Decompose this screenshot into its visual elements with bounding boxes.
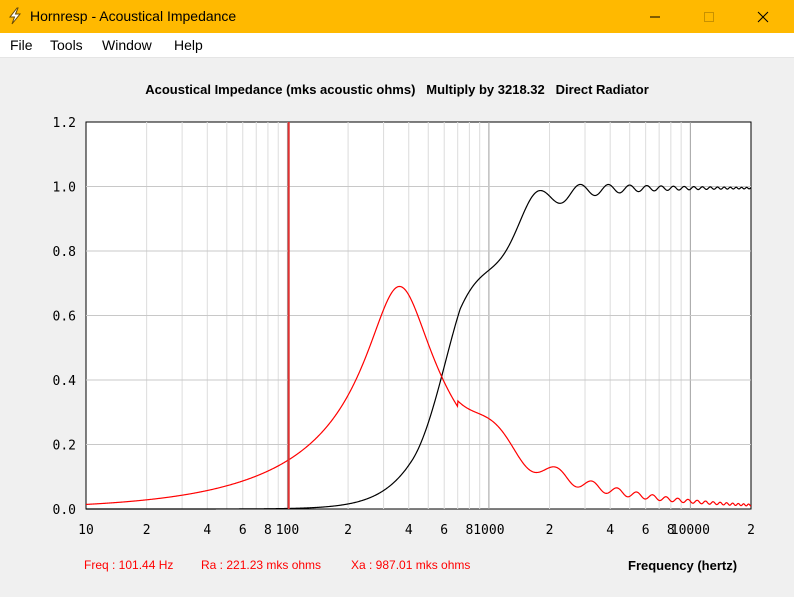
x-tick-label: 10 [78, 523, 94, 538]
y-tick-label: 0.2 [53, 439, 76, 454]
x-tick-label: 100 [276, 523, 299, 538]
readout-xa: Xa : 987.01 mks ohms [351, 558, 471, 572]
close-button[interactable] [740, 0, 786, 33]
y-tick-label: 1.0 [53, 181, 76, 196]
close-icon [757, 11, 769, 22]
readout-freq: Freq : 101.44 Hz [84, 558, 174, 572]
x-tick-label: 2 [143, 523, 151, 538]
x-tick-label: 2 [344, 523, 352, 538]
menu-window[interactable]: Window [102, 37, 152, 53]
x-tick-label: 8 [667, 523, 675, 538]
x-tick-label: 6 [239, 523, 247, 538]
grid-lines [86, 122, 751, 509]
readout-ra: Ra : 221.23 mks ohms [201, 558, 322, 572]
menu-bar: File Tools Window Help [0, 33, 794, 58]
chart-title: Acoustical Impedance (mks acoustic ohms)… [145, 82, 649, 97]
resistance-curve [85, 285, 752, 507]
x-axis-label: Frequency (hertz) [628, 558, 738, 573]
y-tick-label: 0.4 [53, 374, 77, 389]
y-tick-label: 1.2 [53, 116, 76, 131]
y-tick-label: 0.0 [53, 503, 76, 518]
maximize-button[interactable] [686, 0, 732, 33]
y-tick-label: 0.6 [53, 310, 76, 325]
y-tick-labels: 0.0 0.2 0.4 0.6 0.8 1.0 1.2 [53, 116, 77, 518]
x-tick-label: 6 [642, 523, 650, 538]
x-tick-label: 8 [465, 523, 473, 538]
menu-file[interactable]: File [10, 37, 33, 53]
reactance-curve [86, 183, 752, 510]
x-tick-label: 8 [264, 523, 272, 538]
minimize-button[interactable] [632, 0, 678, 33]
window-title: Hornresp - Acoustical Impedance [30, 8, 237, 24]
menu-help[interactable]: Help [174, 37, 203, 53]
x-tick-label: 4 [405, 523, 413, 538]
minimize-icon [650, 16, 660, 17]
menu-tools[interactable]: Tools [50, 37, 83, 53]
title-bar: Hornresp - Acoustical Impedance [0, 0, 794, 33]
y-tick-label: 0.8 [53, 245, 76, 260]
x-tick-label: 4 [203, 523, 211, 538]
x-tick-label: 10000 [671, 523, 710, 538]
x-tick-label: 6 [440, 523, 448, 538]
x-tick-label: 1000 [473, 523, 504, 538]
x-tick-label: 2 [747, 523, 755, 538]
maximize-icon [704, 11, 714, 22]
lightning-bolt-icon [8, 7, 22, 25]
x-tick-label: 4 [606, 523, 614, 538]
series-group [85, 183, 752, 510]
x-tick-label: 2 [546, 523, 554, 538]
